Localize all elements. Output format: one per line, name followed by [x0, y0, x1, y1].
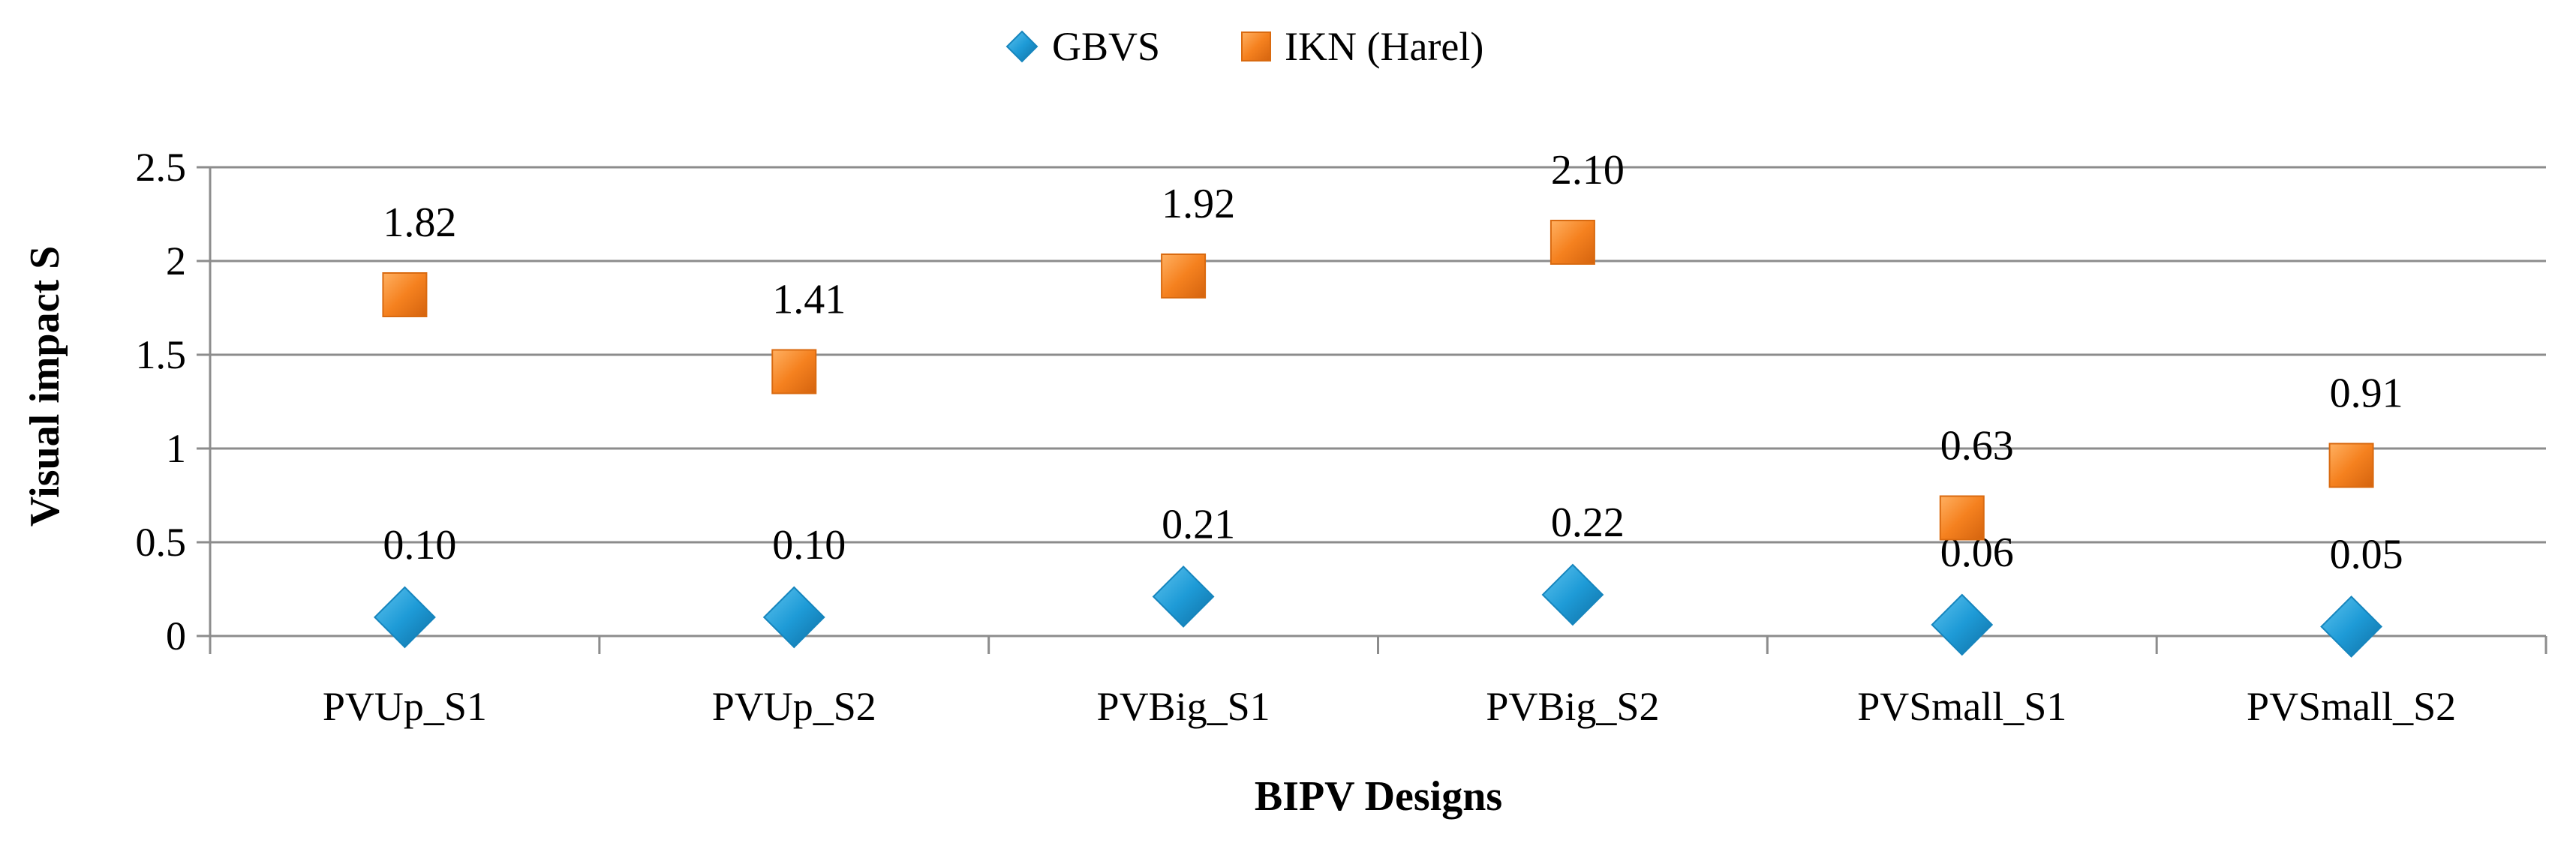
- ikn-harel-point: [2328, 442, 2374, 488]
- x-tick-label: PVSmall_S2: [2247, 684, 2456, 729]
- ikn-harel-point: [1939, 495, 1985, 541]
- ikn-harel-data-label: 1.92: [1162, 181, 1235, 227]
- gbvs-point: [762, 586, 825, 649]
- ikn-harel-point: [1161, 254, 1207, 298]
- x-tick-label: PVUp_S2: [712, 684, 876, 729]
- legend-item-ikn-harel: IKN (Harel): [1241, 24, 1483, 69]
- gbvs-data-label: 0.10: [772, 522, 846, 568]
- gbvs-point: [2320, 596, 2382, 658]
- x-tick-label: PVSmall_S1: [1857, 684, 2067, 729]
- gbvs-data-label: 0.10: [383, 522, 456, 568]
- y-tick-label: 1: [166, 426, 186, 471]
- y-tick-label: 1.5: [136, 332, 187, 377]
- legend-item-gbvs: GBVS: [1005, 24, 1160, 69]
- gbvs-point: [1541, 563, 1604, 626]
- gbvs-data-label: 0.22: [1551, 500, 1625, 546]
- legend-marker-square: [1241, 32, 1271, 62]
- ikn-harel-data-label: 2.10: [1551, 147, 1625, 194]
- series-gbvs: 0.10 0.10 0.21 0.220.06 0.05: [374, 500, 2403, 658]
- legend-marker-diamond: [1005, 30, 1039, 63]
- gridlines: [197, 166, 2546, 638]
- ikn-harel-data-label: 0.91: [2330, 370, 2403, 417]
- gbvs-data-label: 0.21: [1162, 502, 1235, 548]
- y-tick-label: 2.5: [136, 145, 187, 190]
- x-tick-label: PVBig_S2: [1486, 684, 1659, 729]
- legend-label-ikn-harel: IKN (Harel): [1285, 24, 1483, 69]
- x-tick-label: PVBig_S1: [1097, 684, 1270, 729]
- legend: GBVS IKN (Harel): [1005, 24, 1483, 69]
- ikn-harel-data-label: 1.41: [772, 277, 846, 323]
- y-tick-label: 2: [166, 238, 186, 284]
- x-axis-title: BIPV Designs: [1255, 773, 1502, 820]
- axes: [209, 167, 2547, 654]
- y-axis-title: Visual impact S: [22, 246, 68, 526]
- gbvs-point: [374, 586, 436, 649]
- ikn-harel-data-label: 0.63: [1940, 423, 2014, 470]
- gbvs-point: [1931, 593, 1994, 656]
- x-tick-labels: PVUp_S1 PVUp_S2 PVBig_S1 PVBig_S2 PVSmall_S1…: [323, 684, 2456, 729]
- x-tick-label: PVUp_S1: [323, 684, 487, 729]
- y-tick-label: 0.5: [136, 520, 187, 565]
- series-layer: 0.10 0.10 0.21 0.220.06 0.051.821.411.922.10…: [374, 147, 2403, 658]
- series-ikn-harel: 1.82 1.41 1.92 2.10 0.63 0.91: [382, 147, 2403, 541]
- gbvs-point: [1152, 566, 1215, 628]
- ikn-harel-point: [1550, 220, 1595, 265]
- y-tick-label: 0: [166, 614, 186, 658]
- y-tick-labels: 0 0.5 1 1.5 2 2.5: [136, 145, 187, 658]
- ikn-harel-point: [382, 272, 428, 317]
- gbvs-data-label: 0.05: [2330, 532, 2403, 578]
- ikn-harel-data-label: 1.82: [383, 200, 456, 246]
- ikn-harel-point: [771, 349, 817, 394]
- legend-label-gbvs: GBVS: [1052, 24, 1160, 69]
